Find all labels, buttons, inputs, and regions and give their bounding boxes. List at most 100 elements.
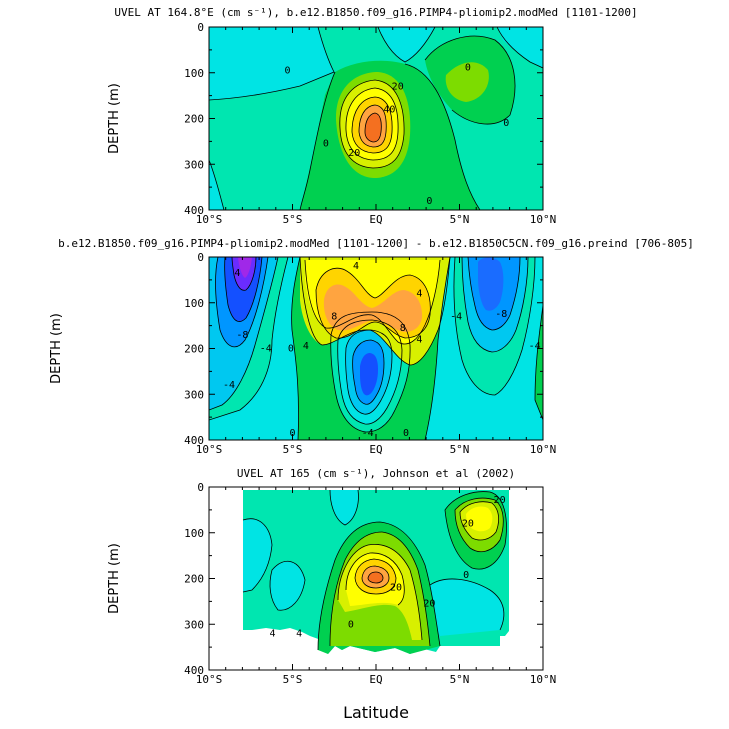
y-tick-label: 100: [184, 297, 204, 310]
contour-band: [243, 518, 272, 592]
contour-label: 0: [284, 65, 290, 76]
y-tick-label: 400: [184, 664, 204, 677]
x-axis-title: Latitude: [343, 703, 409, 722]
contour-line: [364, 112, 382, 143]
contour-label: 0: [289, 428, 295, 439]
y-tick-label: 300: [184, 388, 204, 401]
contour-band: [368, 572, 383, 583]
contour-line: [354, 558, 397, 595]
contour-band: [238, 257, 252, 278]
y-tick-label: 400: [184, 434, 204, 447]
x-tick-label: 10°S: [196, 443, 223, 456]
contour-label: 0: [288, 344, 294, 355]
contour-label: -4: [362, 428, 374, 439]
contour-label: 0: [348, 619, 354, 630]
x-tick-label: 5°S: [283, 443, 303, 456]
contour-line: [330, 311, 411, 433]
contour-label: 4: [303, 341, 309, 352]
contour-line: [361, 565, 390, 589]
contour-band: [360, 353, 378, 396]
contour-line: [345, 552, 405, 606]
contour-line: [467, 257, 521, 331]
y-axis-title: DEPTH (m): [49, 313, 64, 384]
contour-line: [459, 501, 500, 541]
contour-label: 0: [463, 570, 469, 581]
contour-line: [317, 521, 441, 651]
contour-line: [444, 491, 507, 570]
contour-band: [209, 27, 334, 100]
panel-1-title: UVEL AT 164.8°E (cm s⁻¹), b.e12.B1850.f0…: [114, 6, 637, 19]
contour-line: [209, 257, 289, 421]
contour-line: [496, 27, 543, 69]
contour-line: [461, 257, 529, 353]
y-tick-label: 400: [184, 204, 204, 217]
contour-label: 20: [348, 148, 360, 159]
contour-line: [299, 71, 336, 210]
y-tick-label: 0: [197, 251, 204, 264]
x-tick-label: 5°N: [450, 673, 470, 686]
contour-line: [329, 489, 359, 526]
y-tick-label: 200: [184, 573, 204, 586]
panel-2-field: [209, 257, 543, 440]
contour-label: -4: [223, 380, 235, 391]
x-tick-label: 5°N: [450, 443, 470, 456]
contour-label: -4: [260, 344, 272, 355]
x-tick-label: 10°N: [530, 213, 557, 226]
contour-label: 0: [426, 196, 432, 207]
contour-label: 0: [323, 139, 329, 150]
y-tick-label: 300: [184, 158, 204, 171]
contour-label: 0: [503, 118, 509, 129]
contour-line: [352, 339, 385, 405]
panel-1-field: [209, 27, 543, 210]
y-tick-label: 100: [184, 67, 204, 80]
contour-label: -4: [529, 341, 541, 352]
x-tick-label: EQ: [369, 673, 382, 686]
contour-band: [463, 66, 468, 71]
panel-1-contour-labels: 0 0 20 40 20 0 0 0: [284, 62, 509, 207]
contour-band: [445, 62, 489, 102]
contour-label: -4: [450, 311, 462, 322]
contour-band: [365, 113, 382, 142]
x-tick-label: 5°S: [283, 673, 303, 686]
y-tick-label: 100: [184, 527, 204, 540]
panel-3-field: [242, 489, 509, 654]
contour-line: [453, 257, 536, 396]
contour-label: 20: [462, 519, 474, 530]
contour-line: [337, 543, 423, 641]
y-axis-title: DEPTH (m): [107, 543, 122, 614]
contour-band: [323, 284, 423, 332]
contour-label: 4: [234, 268, 240, 279]
contour-band: [378, 27, 435, 62]
contour-line: [424, 257, 451, 440]
contour-band: [478, 257, 504, 311]
contour-line: [358, 104, 387, 148]
contour-label: 8: [331, 311, 337, 322]
contour-label: 8: [400, 323, 406, 334]
contour-label: 20: [494, 495, 506, 506]
x-tick-label: EQ: [369, 213, 382, 226]
x-tick-label: 10°S: [196, 213, 223, 226]
contour-line: [367, 571, 384, 584]
y-tick-label: 0: [197, 21, 204, 34]
contour-line: [242, 518, 273, 593]
contour-label: 0: [403, 428, 409, 439]
contour-band: [270, 561, 305, 611]
contour-line: [339, 79, 405, 169]
contour-line: [424, 35, 516, 125]
x-tick-label: 10°N: [530, 443, 557, 456]
x-tick-label: 5°S: [283, 213, 303, 226]
contour-line: [377, 27, 436, 63]
contour-line: [209, 27, 335, 101]
contour-line: [534, 304, 543, 421]
contour-band: [209, 160, 224, 210]
contour-band: [429, 578, 504, 636]
contour-line: [224, 257, 263, 322]
contour-label: 4: [353, 261, 359, 272]
contour-label: 20: [390, 583, 402, 594]
panel-3: UVEL AT 165 (cm s⁻¹), Johnson et al (200…: [107, 467, 556, 686]
x-tick-label: EQ: [369, 443, 382, 456]
contour-label: -8: [495, 309, 507, 320]
